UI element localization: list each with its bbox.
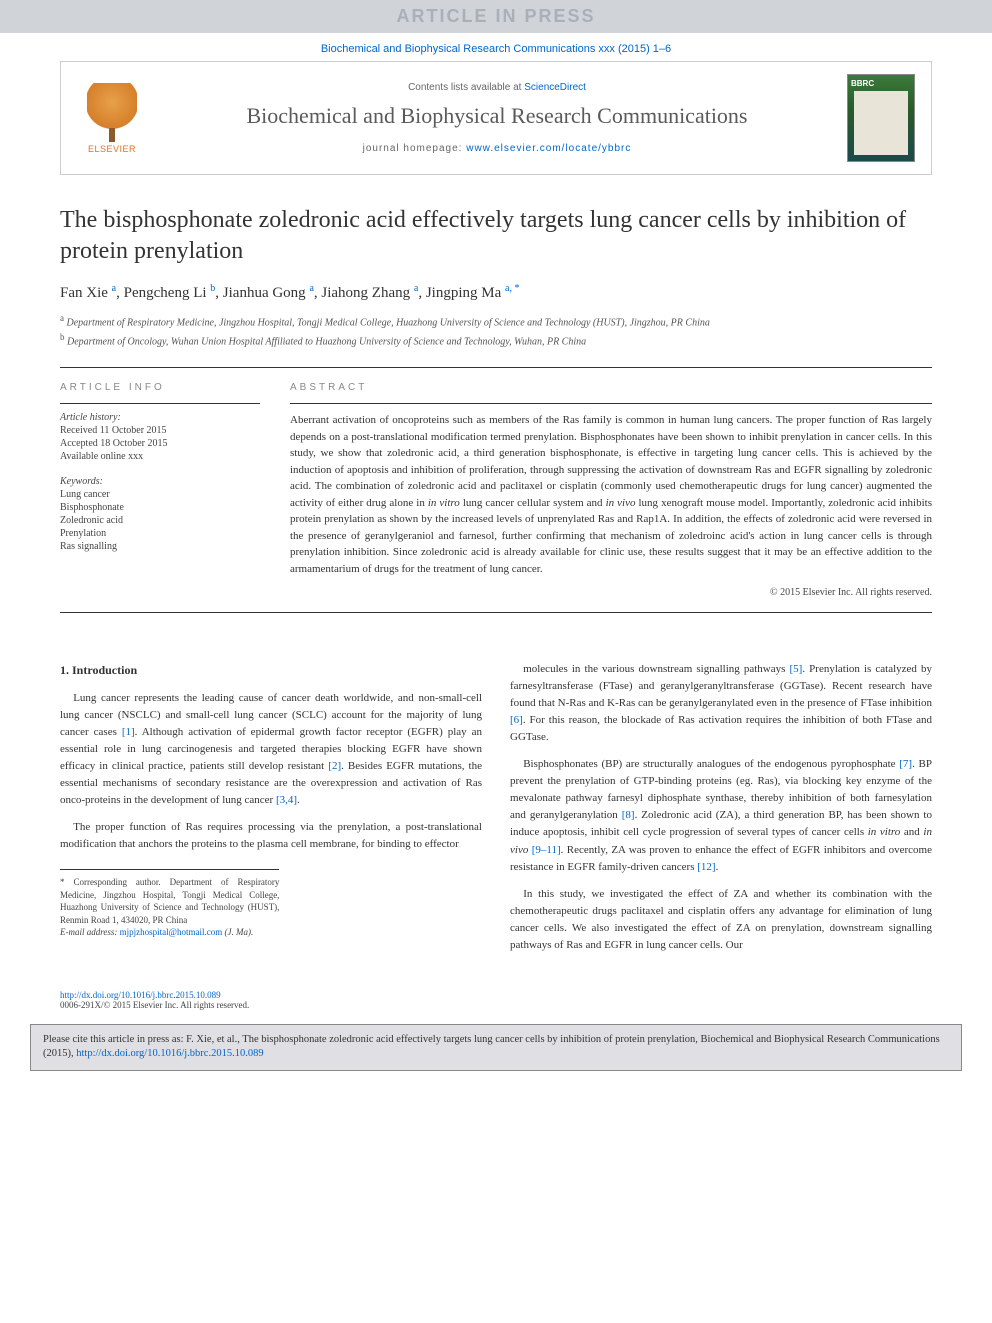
elsevier-logo: ELSEVIER [77,78,147,158]
contents-lists-line: Contents lists available at ScienceDirec… [163,82,831,93]
keywords-label: Keywords: [60,476,260,487]
body-paragraph: The proper function of Ras requires proc… [60,819,482,853]
abstract-copyright: © 2015 Elsevier Inc. All rights reserved… [290,587,932,598]
keyword-item: Lung cancer [60,489,260,500]
article-info-block: ARTICLE INFO Article history: Received 1… [60,382,260,598]
body-paragraph: Lung cancer represents the leading cause… [60,690,482,809]
corresponding-author-footer: * Corresponding author. Department of Re… [60,869,279,939]
journal-homepage-line: journal homepage: www.elsevier.com/locat… [163,143,831,154]
keyword-item: Prenylation [60,528,260,539]
journal-name: Biochemical and Biophysical Research Com… [163,103,831,129]
corresponding-author-text: * Corresponding author. Department of Re… [60,876,279,926]
body-paragraph: In this study, we investigated the effec… [510,886,932,954]
citation-doi-link[interactable]: http://dx.doi.org/10.1016/j.bbrc.2015.10… [76,1048,263,1059]
contents-prefix: Contents lists available at [408,82,524,93]
corresponding-email-link[interactable]: mjpjzhospital@hotmail.com [120,927,223,937]
abstract-text: Aberrant activation of oncoproteins such… [290,412,932,577]
abstract-block: ABSTRACT Aberrant activation of oncoprot… [290,382,932,598]
keyword-item: Ras signalling [60,541,260,552]
body-paragraph: Bisphosphonates (BP) are structurally an… [510,756,932,875]
doi-link[interactable]: http://dx.doi.org/10.1016/j.bbrc.2015.10… [60,990,221,1000]
available-date: Available online xxx [60,451,260,462]
column-right: molecules in the various downstream sign… [510,661,932,964]
abstract-heading: ABSTRACT [290,382,932,393]
masthead-center: Contents lists available at ScienceDirec… [163,82,831,154]
accepted-date: Accepted 18 October 2015 [60,438,260,449]
keywords-list: Lung cancer Bisphosphonate Zoledronic acid… [60,489,260,552]
article-title: The bisphosphonate zoledronic acid effec… [60,205,932,267]
email-label: E-mail address: [60,927,120,937]
received-date: Received 11 October 2015 [60,425,260,436]
article-info-heading: ARTICLE INFO [60,382,260,393]
doi-block: http://dx.doi.org/10.1016/j.bbrc.2015.10… [0,984,992,1024]
author-list: Fan Xie a, Pengcheng Li b, Jianhua Gong … [60,283,932,302]
citation-box: Please cite this article in press as: F.… [30,1024,962,1071]
divider [60,403,260,404]
journal-masthead: ELSEVIER Contents lists available at Sci… [60,61,932,175]
keyword-item: Bisphosphonate [60,502,260,513]
body-two-column: 1. Introduction Lung cancer represents t… [0,633,992,984]
journal-cover-thumbnail [847,74,915,162]
history-label: Article history: [60,412,260,423]
affiliation-a: a Department of Respiratory Medicine, Ji… [60,312,932,330]
elsevier-tree-icon [87,83,137,138]
homepage-prefix: journal homepage: [363,143,467,154]
sciencedirect-link[interactable]: ScienceDirect [524,82,586,93]
body-paragraph: molecules in the various downstream sign… [510,661,932,746]
article-in-press-banner: ARTICLE IN PRESS [0,0,992,33]
column-left: 1. Introduction Lung cancer represents t… [60,661,482,964]
issn-copyright: 0006-291X/© 2015 Elsevier Inc. All right… [60,1000,249,1010]
divider [60,612,932,613]
elsevier-label: ELSEVIER [88,144,136,154]
email-suffix: (J. Ma). [222,927,253,937]
keyword-item: Zoledronic acid [60,515,260,526]
top-citation: Biochemical and Biophysical Research Com… [0,33,992,61]
divider [290,403,932,404]
journal-homepage-link[interactable]: www.elsevier.com/locate/ybbrc [466,143,631,154]
section-heading-intro: 1. Introduction [60,661,482,680]
affiliation-b: b Department of Oncology, Wuhan Union Ho… [60,331,932,349]
affiliations: a Department of Respiratory Medicine, Ji… [60,312,932,349]
corresponding-email-line: E-mail address: mjpjzhospital@hotmail.co… [60,926,279,939]
